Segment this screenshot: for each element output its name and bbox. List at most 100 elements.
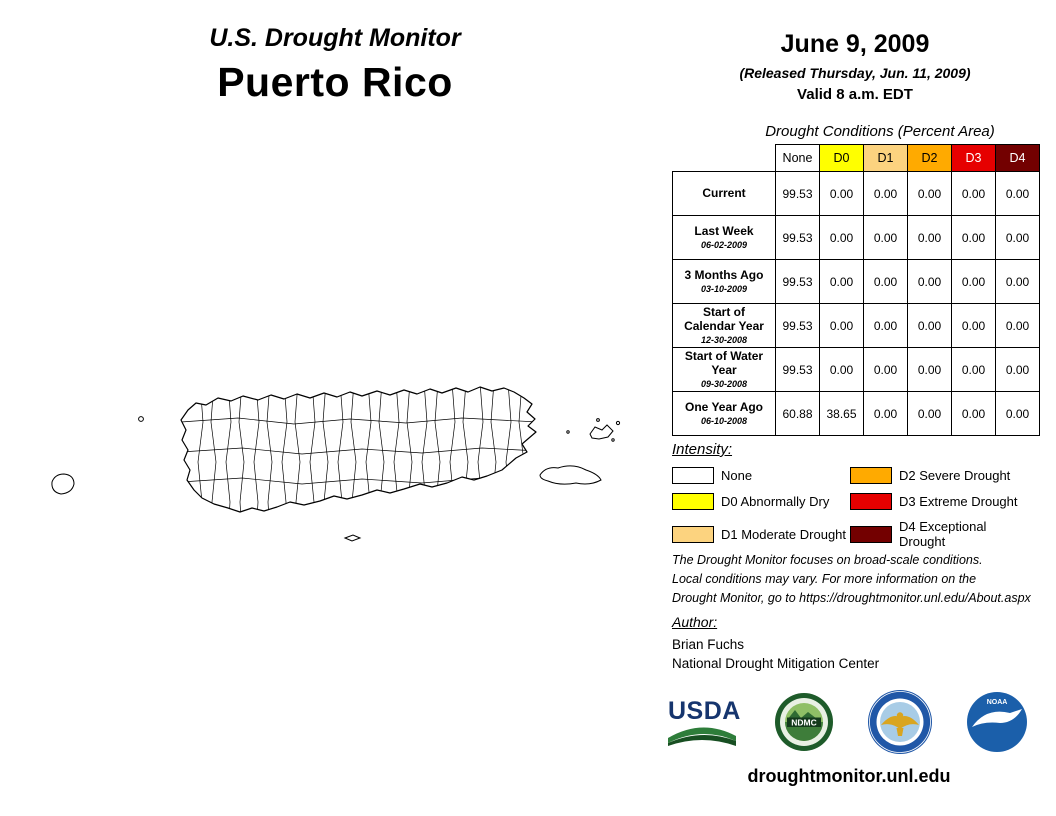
date-block: June 9, 2009 (Released Thursday, Jun. 11…: [688, 30, 1022, 103]
value-cell: 0.00: [995, 347, 1040, 392]
legend-title: Intensity:: [672, 441, 733, 458]
table-row-start-calendar-year: Start of Calendar Year 12-30-2008 99.53 …: [672, 303, 1040, 348]
row-label: Start of Calendar Year 12-30-2008: [672, 303, 776, 348]
value-cell: 0.00: [907, 215, 952, 260]
row-label: 3 Months Ago 03-10-2009: [672, 259, 776, 304]
value-cell: 0.00: [951, 303, 996, 348]
noaa-logo: NOAA: [966, 692, 1027, 752]
disclaimer-text: The Drought Monitor focuses on broad-sca…: [672, 551, 1042, 607]
value-cell: 0.00: [951, 171, 996, 216]
legend-item-d0: D0 Abnormally Dry: [672, 493, 850, 510]
row-label: Current: [672, 171, 776, 216]
row-label-text: Last Week: [694, 224, 754, 239]
ndmc-logo: NDMC: [774, 693, 833, 751]
doc-seal-logo: [867, 690, 932, 754]
value-cell: 0.00: [907, 171, 952, 216]
legend-item-d4: D4 Exceptional Drought: [850, 519, 1032, 549]
table-row-current: Current 99.53 0.00 0.00 0.00 0.00 0.00: [672, 171, 1040, 216]
row-label-date: 12-30-2008: [700, 334, 748, 345]
row-label-text: Current: [702, 185, 746, 200]
value-cell: 0.00: [819, 215, 864, 260]
value-cell: 0.00: [951, 215, 996, 260]
drought-conditions-table: None D0 D1 D2 D3 D4 Current 99.53 0.00 0…: [672, 144, 1040, 436]
table-row-last-week: Last Week 06-02-2009 99.53 0.00 0.00 0.0…: [672, 215, 1040, 260]
drought-monitor-url: droughtmonitor.unl.edu: [747, 766, 951, 786]
usda-logo: USDA: [668, 696, 741, 746]
municipality-boundaries: [181, 387, 536, 512]
report-title: U.S. Drought Monitor: [209, 24, 461, 52]
value-cell: 0.00: [995, 303, 1040, 348]
legend-item-d3: D3 Extreme Drought: [850, 493, 1032, 510]
row-label: Start of Water Year 09-30-2008: [672, 347, 776, 392]
column-header-d1: D1: [863, 144, 908, 172]
table-row-one-year-ago: One Year Ago 06-10-2008 60.88 38.65 0.00…: [672, 391, 1040, 436]
legend-label: D4 Exceptional Drought: [899, 519, 987, 549]
disclaimer-line: Drought Monitor, go to https://droughtmo…: [672, 590, 1031, 605]
value-cell: 0.00: [907, 259, 952, 304]
row-label-text: Start of Calendar Year: [684, 305, 764, 333]
caja-de-muertos-island: [343, 534, 362, 542]
vieques-island: [539, 465, 602, 485]
value-cell: 0.00: [819, 347, 864, 392]
row-label-text: 3 Months Ago: [684, 268, 764, 283]
usda-logo-text: USDA: [668, 696, 741, 725]
row-label-text: One Year Ago: [684, 400, 764, 415]
legend-swatch-d0: [672, 493, 714, 510]
value-cell: 0.00: [819, 303, 864, 348]
puerto-rico-drought-map: [51, 386, 621, 542]
legend-swatch-d1: [672, 525, 714, 543]
value-cell: 0.00: [819, 259, 864, 304]
valid-time: Valid 8 a.m. EDT: [797, 86, 913, 103]
desecheo-island: [138, 416, 144, 422]
row-label-text: Start of Water Year: [684, 349, 764, 377]
value-cell: 0.00: [863, 215, 908, 260]
value-cell: 99.53: [775, 215, 820, 260]
intensity-legend: Intensity: None D0 Abnormally Dry D1 Mod…: [672, 441, 1032, 549]
usda-logo-field: [668, 726, 736, 746]
legend-grid: None D0 Abnormally Dry D1 Moderate Droug…: [672, 467, 1032, 549]
author-block: Author: Brian Fuchs National Drought Mit…: [672, 614, 1032, 671]
legend-label: D2 Severe Drought: [899, 468, 1011, 483]
value-cell: 0.00: [951, 391, 996, 436]
value-cell: 0.00: [907, 303, 952, 348]
row-label-date: 06-10-2008: [700, 415, 748, 426]
disclaimer-line: The Drought Monitor focuses on broad-sca…: [672, 553, 983, 567]
legend-swatch-d3: [850, 493, 892, 510]
legend-swatch-d4: [850, 525, 892, 543]
disclaimer-line: Local conditions may vary. For more info…: [672, 571, 977, 586]
agency-logos: USDA NDMC NOAA: [668, 686, 1028, 758]
table-title: Drought Conditions (Percent Area): [765, 123, 995, 140]
author-title: Author:: [672, 614, 718, 630]
value-cell: 0.00: [951, 347, 996, 392]
value-cell: 0.00: [863, 303, 908, 348]
value-cell: 99.53: [775, 171, 820, 216]
value-cell: 0.00: [995, 171, 1040, 216]
noaa-logo-text: NOAA: [987, 699, 1008, 706]
value-cell: 0.00: [819, 171, 864, 216]
value-cell: 60.88: [775, 391, 820, 436]
value-cell: 38.65: [819, 391, 864, 436]
value-cell: 0.00: [907, 347, 952, 392]
table-row-3-months-ago: 3 Months Ago 03-10-2009 99.53 0.00 0.00 …: [672, 259, 1040, 304]
value-cell: 0.00: [995, 259, 1040, 304]
map-date: June 9, 2009: [780, 30, 930, 58]
author-organization: National Drought Mitigation Center: [672, 656, 880, 671]
row-label-date: 06-02-2009: [700, 239, 748, 250]
value-cell: 0.00: [995, 391, 1040, 436]
legend-label: D0 Abnormally Dry: [721, 494, 830, 509]
table-header-row: None D0 D1 D2 D3 D4: [672, 144, 1040, 172]
value-cell: 0.00: [951, 259, 996, 304]
legend-swatch-d2: [850, 467, 892, 484]
table-corner-cell: [672, 144, 776, 172]
column-header-none: None: [775, 144, 820, 172]
column-header-d2: D2: [907, 144, 952, 172]
legend-swatch-none: [672, 467, 714, 484]
legend-label: None: [721, 468, 753, 483]
table-row-start-water-year: Start of Water Year 09-30-2008 99.53 0.0…: [672, 347, 1040, 392]
value-cell: 0.00: [863, 347, 908, 392]
column-header-d3: D3: [951, 144, 996, 172]
value-cell: 0.00: [863, 259, 908, 304]
legend-item-d1: D1 Moderate Drought: [672, 519, 850, 549]
value-cell: 99.53: [775, 347, 820, 392]
ndmc-logo-text: NDMC: [791, 718, 817, 728]
